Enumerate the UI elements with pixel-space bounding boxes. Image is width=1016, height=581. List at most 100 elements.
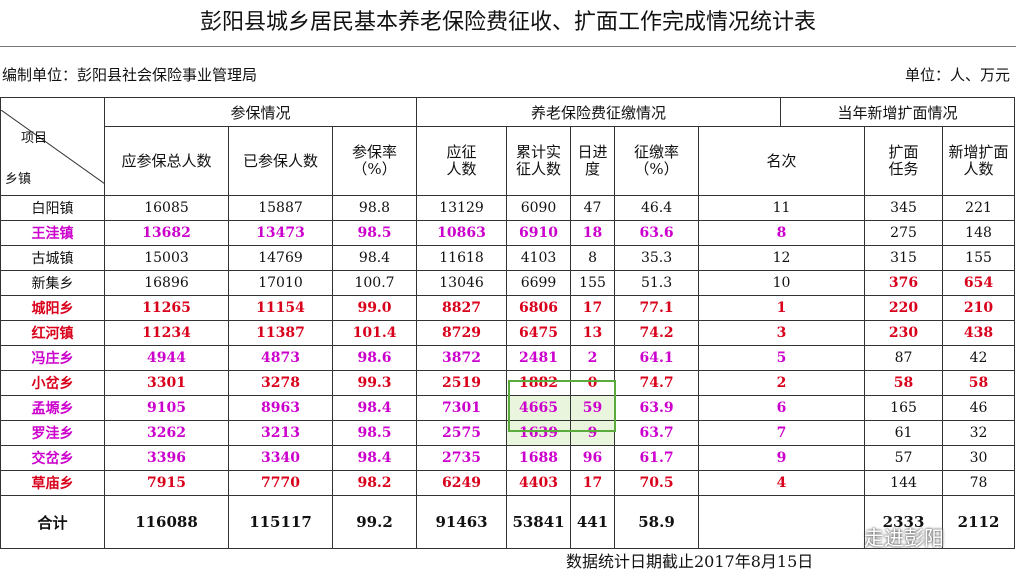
col-header-rank: 名次 xyxy=(698,126,866,196)
total-expected-total: 116088 xyxy=(104,495,229,549)
cell-new-expansion: 438 xyxy=(942,320,1016,346)
cell-enrolled: 15887 xyxy=(228,195,333,221)
cell-expansion-task: 315 xyxy=(864,245,944,271)
cell-rank: 10 xyxy=(698,270,866,296)
col-header-expected-total: 应参保总人数 xyxy=(104,126,229,196)
cell-new-expansion: 654 xyxy=(942,270,1016,296)
cell-due-payers: 2519 xyxy=(416,370,508,396)
cell-enroll-rate: 98.6 xyxy=(331,345,418,371)
cell-expected-total: 16085 xyxy=(104,195,229,221)
cell-enroll-rate: 98.4 xyxy=(331,395,418,421)
cell-collection-rate: 63.6 xyxy=(614,220,700,246)
total-actual-payers: 53841 xyxy=(506,495,572,549)
cell-rank: 4 xyxy=(698,470,866,496)
cell-due-payers: 13129 xyxy=(416,195,508,221)
cell-expected-total: 4944 xyxy=(104,345,229,371)
cell-daily-progress: 17 xyxy=(570,295,616,321)
total-enrolled: 115117 xyxy=(228,495,333,549)
unit-of-measure: 单位：人、万元 xyxy=(904,66,1010,84)
cell-rank: 11 xyxy=(698,195,866,221)
corner-diagonal xyxy=(1,109,104,184)
col-header-collection-rate: 征缴率 （%） xyxy=(614,126,700,196)
cell-daily-progress: 8 xyxy=(570,245,616,271)
table-row: 古城镇150031476998.4116184103835.3123151554… xyxy=(0,245,1016,271)
cell-daily-progress: 155 xyxy=(570,270,616,296)
cell-new-expansion: 78 xyxy=(942,470,1016,496)
cell-daily-progress: 0 xyxy=(570,370,616,396)
total-row: 合计 116088 115117 99.2 91463 53841 441 58.9 2333 2… xyxy=(0,495,1016,549)
table-row: 王洼镇136821347398.51086369101863.682751485… xyxy=(0,220,1016,246)
cell-enrolled: 3213 xyxy=(228,420,333,446)
cell-new-expansion: 210 xyxy=(942,295,1016,321)
col-header-enroll-rate: 参保率 （%） xyxy=(331,126,418,196)
corner-cell: 项目 乡镇 xyxy=(0,97,105,196)
town-name: 冯庄乡 xyxy=(0,345,105,371)
total-daily-progress: 441 xyxy=(570,495,616,549)
cell-new-expansion: 58 xyxy=(942,370,1016,396)
town-name: 城阳乡 xyxy=(0,295,105,321)
cell-enroll-rate: 98.5 xyxy=(331,420,418,446)
cell-enroll-rate: 98.5 xyxy=(331,220,418,246)
cell-new-expansion: 32 xyxy=(942,420,1016,446)
cell-rank: 2 xyxy=(698,370,866,396)
cell-actual-payers: 2481 xyxy=(506,345,572,371)
cell-collection-rate: 51.3 xyxy=(614,270,700,296)
statistics-date-note: 数据统计日期截止2017年8月15日 xyxy=(566,552,814,571)
cell-enroll-rate: 98.8 xyxy=(331,195,418,221)
cell-enroll-rate: 98.4 xyxy=(331,445,418,471)
table-row: 红河镇1123411387101.4872964751374.232304381… xyxy=(0,320,1016,346)
cell-enrolled: 3340 xyxy=(228,445,333,471)
title-divider xyxy=(0,46,1016,47)
cell-new-expansion: 42 xyxy=(942,345,1016,371)
cell-due-payers: 10863 xyxy=(416,220,508,246)
total-label: 合计 xyxy=(0,495,105,549)
cell-actual-payers: 6090 xyxy=(506,195,572,221)
cell-enroll-rate: 101.4 xyxy=(331,320,418,346)
cell-expansion-task: 87 xyxy=(864,345,944,371)
total-rank xyxy=(698,495,866,549)
cell-expansion-task: 144 xyxy=(864,470,944,496)
cell-daily-progress: 17 xyxy=(570,470,616,496)
cell-expected-total: 3396 xyxy=(104,445,229,471)
cell-enroll-rate: 99.3 xyxy=(331,370,418,396)
corner-top-label: 项目 xyxy=(21,130,48,146)
cell-expansion-task: 345 xyxy=(864,195,944,221)
cell-expansion-task: 376 xyxy=(864,270,944,296)
cell-collection-rate: 77.1 xyxy=(614,295,700,321)
cell-rank: 3 xyxy=(698,320,866,346)
cell-due-payers: 11618 xyxy=(416,245,508,271)
cell-new-expansion: 30 xyxy=(942,445,1016,471)
cell-daily-progress: 96 xyxy=(570,445,616,471)
table-row: 新集乡 16896 17010 100.7 13046 6699 155 51.3 10 376 6… xyxy=(0,270,1016,296)
cell-rank: 1 xyxy=(698,295,866,321)
cell-expected-total: 7915 xyxy=(104,470,229,496)
cell-rank: 7 xyxy=(698,420,866,446)
cell-actual-payers: 1639 xyxy=(506,420,572,446)
cell-rank: 6 xyxy=(698,395,866,421)
cell-actual-payers: 6806 xyxy=(506,295,572,321)
cell-expected-total: 13682 xyxy=(104,220,229,246)
cell-enrolled: 3278 xyxy=(228,370,333,396)
cell-expected-total: 15003 xyxy=(104,245,229,271)
total-enroll-rate: 99.2 xyxy=(331,495,418,549)
cell-daily-progress: 59 xyxy=(570,395,616,421)
town-name: 红河镇 xyxy=(0,320,105,346)
watermark: 走进彭阳 xyxy=(836,522,944,551)
town-name: 古城镇 xyxy=(0,245,105,271)
cell-actual-payers: 6475 xyxy=(506,320,572,346)
cell-actual-payers: 4103 xyxy=(506,245,572,271)
cell-new-expansion: 46 xyxy=(942,395,1016,421)
town-name: 孟塬乡 xyxy=(0,395,105,421)
col-header-actual-payers: 累计实 征人数 xyxy=(506,126,572,196)
cell-collection-rate: 61.7 xyxy=(614,445,700,471)
compiling-unit: 编制单位：彭阳县社会保险事业管理局 xyxy=(2,66,258,84)
cell-collection-rate: 35.3 xyxy=(614,245,700,271)
cell-expansion-task: 230 xyxy=(864,320,944,346)
col-header-enrolled: 已参保人数 xyxy=(228,126,333,196)
cell-expected-total: 3301 xyxy=(104,370,229,396)
group-header-expansion: 当年新增扩面情况 xyxy=(780,97,1016,127)
cell-enrolled: 17010 xyxy=(228,270,333,296)
